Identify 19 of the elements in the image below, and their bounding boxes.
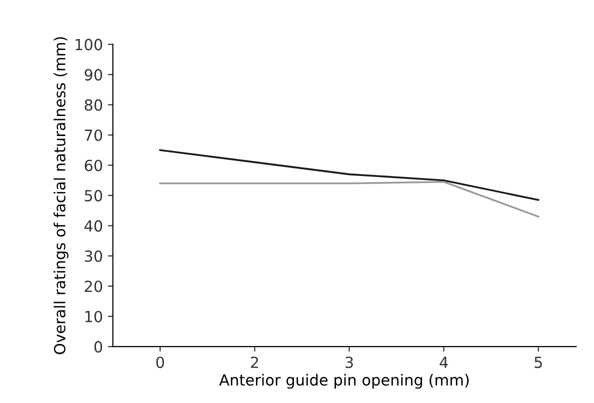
y-tick-label: 0 [94, 341, 102, 353]
y-tick-label: 80 [84, 99, 102, 111]
x-tick-label: 0 [156, 356, 164, 368]
y-tick-label: 60 [84, 160, 102, 172]
y-tick-label: 100 [76, 38, 102, 50]
y-tick-label: 90 [84, 69, 102, 81]
y-axis-title: Overall ratings of facial naturalness (mm) [54, 37, 68, 354]
x-axis-title: Anterior guide pin opening (mm) [219, 374, 469, 389]
y-tick-label: 30 [84, 250, 102, 262]
x-tick-label: 3 [346, 356, 353, 368]
y-tick-label: 50 [84, 190, 102, 202]
y-tick-label: 70 [84, 129, 102, 142]
x-tick-label: 5 [534, 356, 542, 368]
y-tick-label: 40 [84, 220, 102, 232]
y-tick-label: 20 [84, 280, 102, 292]
y-tick-label: 10 [85, 310, 102, 322]
line-series [159, 149, 540, 201]
x-tick-label: 2 [250, 356, 258, 368]
x-tick-label: 4 [440, 356, 448, 368]
